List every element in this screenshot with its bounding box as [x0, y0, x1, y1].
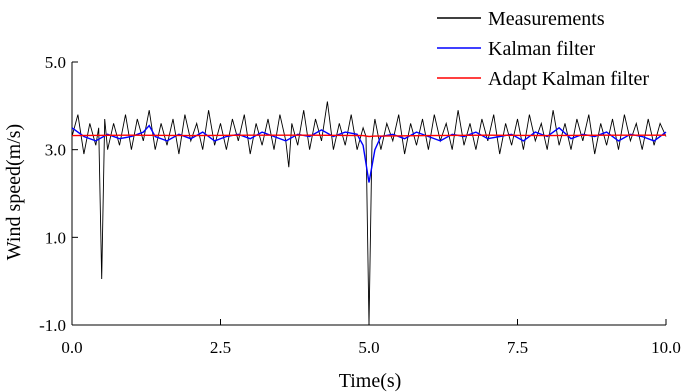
y-tick-label: 5.0 — [45, 53, 66, 72]
legend-label: Adapt Kalman filter — [488, 68, 649, 90]
legend-label: Kalman filter — [488, 38, 596, 60]
series-line-adapt-kalman-filter — [71, 134, 666, 138]
x-tick-label: 10.0 — [651, 338, 681, 357]
y-tick-label: 3.0 — [45, 141, 66, 160]
y-tick-label: -1.0 — [39, 316, 66, 335]
legend-label: Measurements — [488, 8, 605, 30]
x-axis-title: Time(s) — [339, 370, 402, 392]
series-layer — [71, 101, 667, 326]
x-tick-label: 2.5 — [210, 338, 231, 357]
y-tick-label: 1.0 — [45, 228, 66, 247]
legend: Measurements Kalman filter Adapt Kalman fi… — [437, 8, 649, 90]
x-tick-label: 7.5 — [507, 338, 528, 357]
series-line-kalman-filter — [71, 124, 667, 183]
axes: 0.0 2.5 5.0 7.5 10.0 -1.0 1.0 3.0 5.0 — [39, 53, 681, 357]
x-tick-label: 0.0 — [61, 338, 82, 357]
x-tick-label: 5.0 — [358, 338, 379, 357]
y-axis-title: Wind speed(m/s) — [3, 124, 25, 260]
series-line-measurements — [71, 101, 667, 326]
